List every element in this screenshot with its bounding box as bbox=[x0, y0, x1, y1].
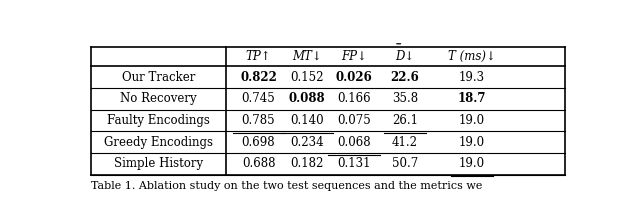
Text: 19.0: 19.0 bbox=[459, 136, 485, 149]
Text: 0.745: 0.745 bbox=[242, 92, 275, 105]
Text: 0.698: 0.698 bbox=[242, 136, 275, 149]
Text: 0.088: 0.088 bbox=[289, 92, 325, 105]
Text: Faulty Encodings: Faulty Encodings bbox=[107, 114, 210, 127]
Text: 0.785: 0.785 bbox=[242, 114, 275, 127]
Text: 0.068: 0.068 bbox=[337, 136, 371, 149]
Text: 19.0: 19.0 bbox=[459, 157, 485, 170]
Text: 22.6: 22.6 bbox=[390, 71, 419, 84]
Text: 0.131: 0.131 bbox=[337, 157, 371, 170]
Text: 0.026: 0.026 bbox=[336, 71, 372, 84]
Text: No Recovery: No Recovery bbox=[120, 92, 197, 105]
Text: Simple History: Simple History bbox=[114, 157, 203, 170]
Text: 0.182: 0.182 bbox=[290, 157, 323, 170]
Text: 19.3: 19.3 bbox=[459, 71, 485, 84]
Text: 0.140: 0.140 bbox=[290, 114, 323, 127]
Text: 18.7: 18.7 bbox=[458, 92, 486, 105]
Text: 0.234: 0.234 bbox=[290, 136, 323, 149]
Text: 19.0: 19.0 bbox=[459, 114, 485, 127]
Text: 0.075: 0.075 bbox=[337, 114, 371, 127]
Text: Table 1. Ablation study on the two test sequences and the metrics we: Table 1. Ablation study on the two test … bbox=[91, 181, 483, 191]
Text: 0.688: 0.688 bbox=[242, 157, 275, 170]
Text: 41.2: 41.2 bbox=[392, 136, 418, 149]
Text: D↓: D↓ bbox=[396, 50, 415, 63]
Text: Greedy Encodings: Greedy Encodings bbox=[104, 136, 213, 149]
Text: 0.166: 0.166 bbox=[337, 92, 371, 105]
Text: TP↑: TP↑ bbox=[246, 50, 271, 63]
Text: 35.8: 35.8 bbox=[392, 92, 418, 105]
Text: 0.152: 0.152 bbox=[290, 71, 323, 84]
Text: MT↓: MT↓ bbox=[292, 50, 321, 63]
Text: Our Tracker: Our Tracker bbox=[122, 71, 195, 84]
Text: 26.1: 26.1 bbox=[392, 114, 418, 127]
Text: T (ms)↓: T (ms)↓ bbox=[448, 50, 496, 63]
Text: FP↓: FP↓ bbox=[341, 50, 367, 63]
Text: 0.822: 0.822 bbox=[240, 71, 277, 84]
Text: 50.7: 50.7 bbox=[392, 157, 418, 170]
